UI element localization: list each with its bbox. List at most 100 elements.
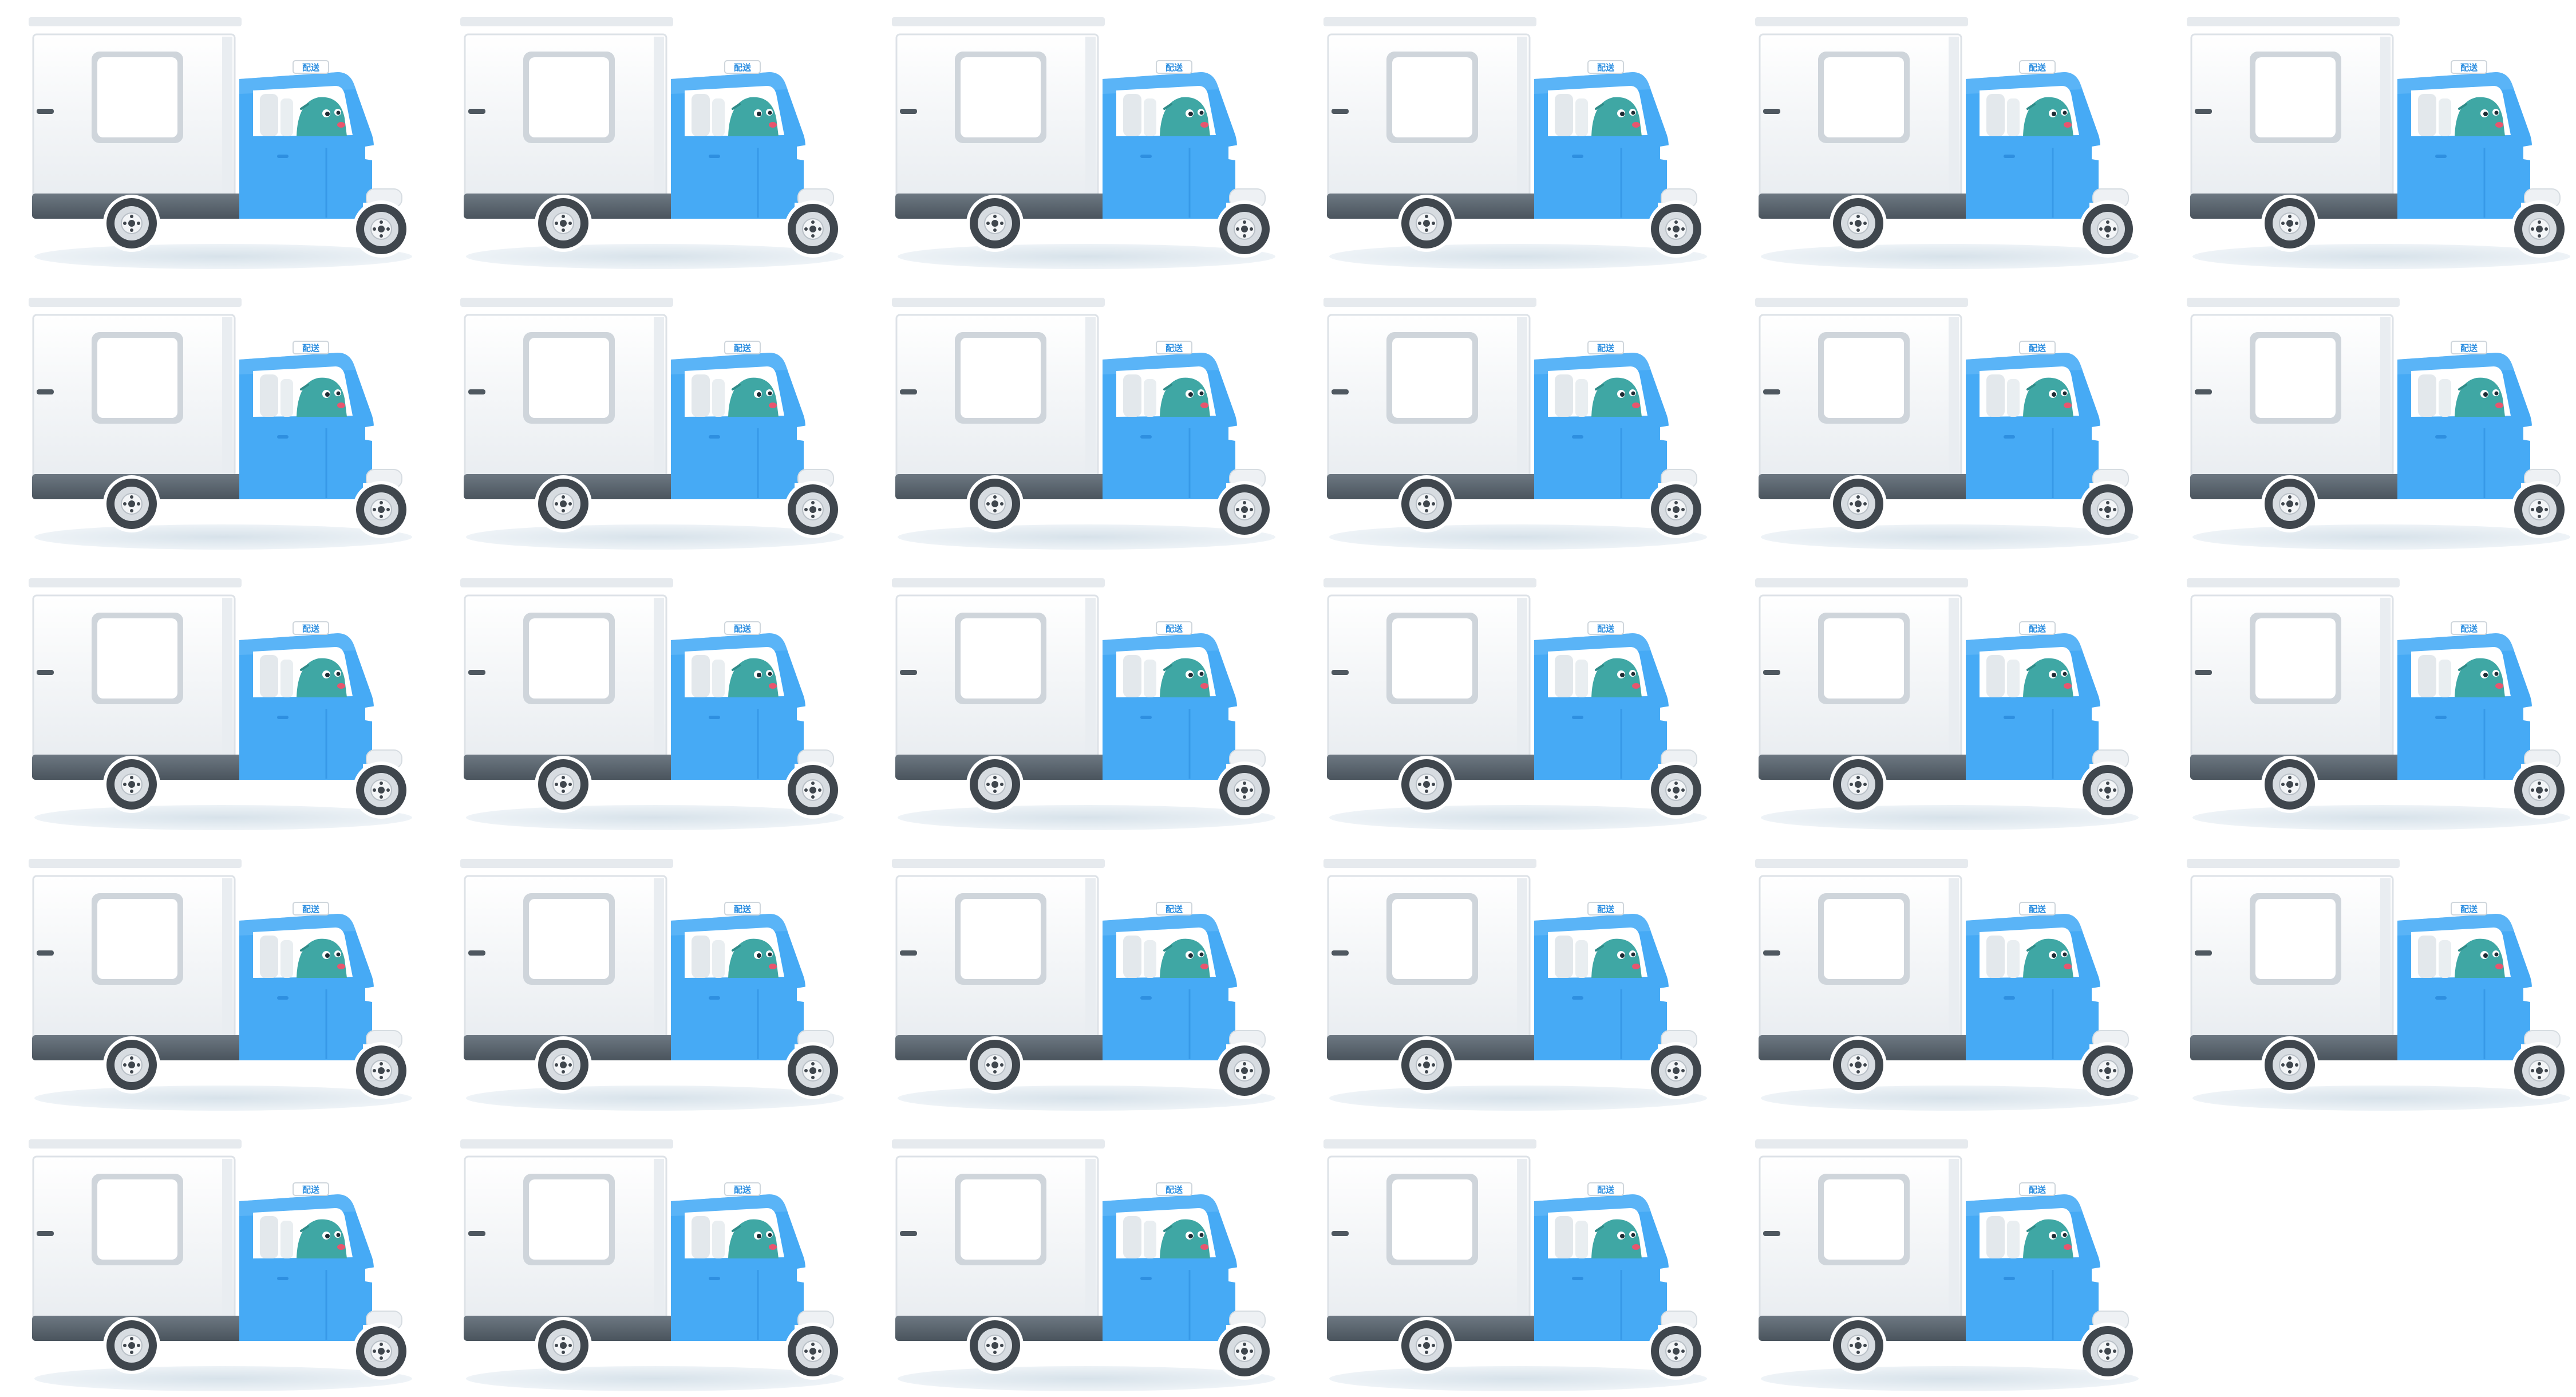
- roof-sign: 配送: [2019, 60, 2056, 74]
- ground-shadow: [1329, 1366, 1707, 1391]
- ground-shadow: [1761, 805, 2139, 830]
- roof-sign: 配送: [2451, 341, 2487, 354]
- driver-cab: 配送: [671, 1182, 834, 1341]
- ground-shadow: [466, 244, 844, 269]
- door-handle: [277, 1277, 289, 1280]
- roof-sign: 配送: [293, 341, 329, 354]
- seat: [1986, 374, 2005, 417]
- door-handle: [277, 996, 289, 1000]
- delivery-truck-sprite: 配送: [29, 859, 418, 1122]
- box-window: [955, 332, 1046, 424]
- cargo-box: [2187, 578, 2400, 767]
- front-wheel: [2079, 481, 2136, 538]
- rear-wheel: [103, 1317, 160, 1374]
- box-window: [2250, 893, 2341, 985]
- driver-cheek: [1200, 683, 1208, 689]
- box-handle: [1332, 670, 1349, 675]
- driver-character: [2455, 658, 2505, 697]
- roof-sign: 配送: [293, 621, 329, 635]
- driver-character: [1591, 658, 1642, 697]
- headlight: [797, 705, 812, 723]
- door-handle: [2004, 996, 2015, 1000]
- seat: [260, 936, 278, 978]
- driver-cab: 配送: [239, 341, 402, 499]
- delivery-truck-sprite: 配送: [2187, 17, 2576, 281]
- door-handle: [2435, 716, 2447, 719]
- roof-sign: 配送: [2451, 60, 2487, 74]
- box-handle: [1763, 109, 1780, 114]
- box-handle: [468, 670, 485, 675]
- box-window: [92, 332, 183, 424]
- roof-sign-text: 配送: [1165, 1185, 1183, 1195]
- driver-cheek: [1632, 122, 1640, 128]
- front-wheel: [2511, 200, 2568, 258]
- door-handle: [709, 716, 720, 719]
- delivery-truck-sprite: 配送: [1323, 17, 1713, 281]
- cargo-box: [29, 17, 242, 206]
- roof-sign: 配送: [1156, 341, 1192, 354]
- headlight: [365, 705, 381, 723]
- headlight: [1228, 986, 1244, 1003]
- rear-wheel: [1398, 1317, 1455, 1374]
- rear-wheel: [535, 756, 592, 813]
- headlight: [2092, 425, 2107, 442]
- driver-cheek: [1632, 1244, 1640, 1250]
- headlight: [2092, 986, 2107, 1003]
- box-handle: [1332, 389, 1349, 394]
- driver-character: [728, 938, 779, 978]
- box-window: [955, 613, 1046, 704]
- roof-sign: 配送: [1587, 341, 1624, 354]
- cargo-box: [892, 859, 1105, 1048]
- cargo-box: [460, 859, 673, 1048]
- seat: [692, 655, 710, 697]
- roof-sign-text: 配送: [1597, 904, 1615, 914]
- cargo-box: [1755, 578, 1968, 767]
- ground-shadow: [1761, 524, 2139, 550]
- driver-character: [1591, 1219, 1642, 1258]
- delivery-truck-sprite: 配送: [29, 1139, 418, 1397]
- box-window: [523, 893, 615, 985]
- door-handle: [1140, 1277, 1152, 1280]
- driver-cab: 配送: [1534, 621, 1697, 780]
- box-window: [92, 1174, 183, 1265]
- box-handle: [900, 950, 917, 956]
- box-handle: [2195, 109, 2212, 114]
- seat: [1555, 94, 1573, 136]
- box-window: [92, 613, 183, 704]
- front-wheel: [1216, 200, 1273, 258]
- driver-cab: 配送: [2397, 341, 2561, 499]
- roof-sign-text: 配送: [734, 1185, 752, 1195]
- door-handle: [1140, 155, 1152, 158]
- front-wheel: [1216, 1323, 1273, 1380]
- seat: [1123, 655, 1141, 697]
- headlight: [1660, 1266, 1676, 1284]
- seat: [1123, 936, 1141, 978]
- door-handle: [277, 716, 289, 719]
- driver-character: [2023, 377, 2073, 417]
- door-handle: [277, 435, 289, 439]
- box-window: [955, 1174, 1046, 1265]
- box-handle: [1763, 1231, 1780, 1236]
- door-handle: [2004, 1277, 2015, 1280]
- front-wheel: [1216, 481, 1273, 538]
- rear-wheel: [1830, 756, 1887, 813]
- box-window: [523, 613, 615, 704]
- delivery-truck-sprite: 配送: [1323, 859, 1713, 1122]
- headlight: [2523, 986, 2539, 1003]
- ground-shadow: [1329, 1086, 1707, 1111]
- front-wheel: [353, 481, 410, 538]
- driver-cheek: [337, 122, 345, 128]
- driver-cab: 配送: [2397, 902, 2561, 1060]
- delivery-truck-sprite: 配送: [1755, 17, 2144, 281]
- box-handle: [1763, 950, 1780, 956]
- driver-cab: 配送: [1103, 60, 1266, 219]
- box-handle: [468, 389, 485, 394]
- seat: [260, 374, 278, 417]
- ground-shadow: [898, 244, 1275, 269]
- front-wheel: [2079, 200, 2136, 258]
- delivery-truck-sprite: 配送: [1323, 1139, 1713, 1397]
- door-handle: [1572, 1277, 1583, 1280]
- seat: [692, 94, 710, 136]
- delivery-truck-sprite: 配送: [1323, 578, 1713, 842]
